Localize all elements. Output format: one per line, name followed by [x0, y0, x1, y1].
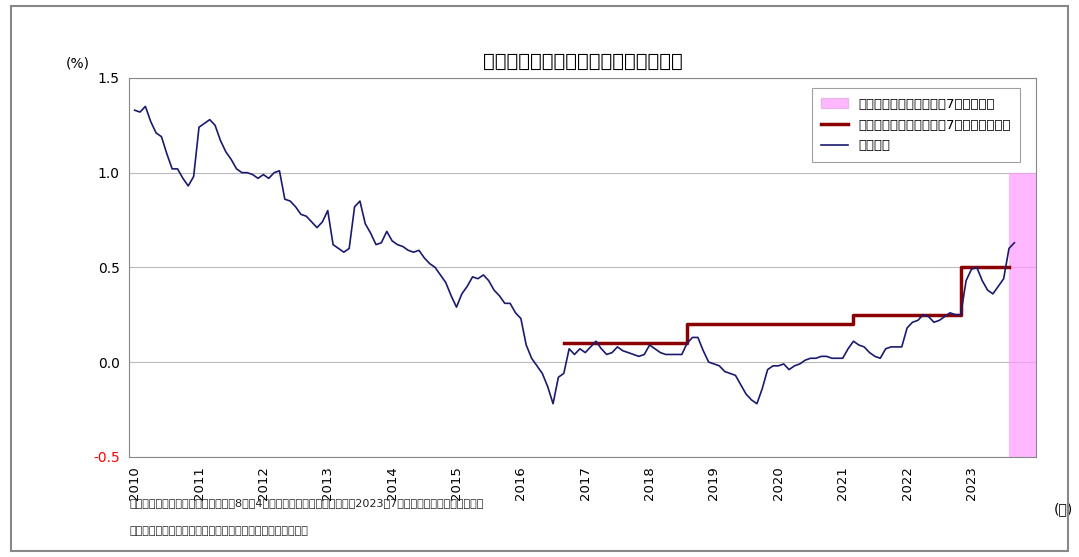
Text: (年): (年) [1054, 502, 1074, 516]
Text: （資料）日本証券業協会、日銀よりニッセイ基礎研究所作成: （資料）日本証券業協会、日銀よりニッセイ基礎研究所作成 [129, 526, 309, 536]
Text: (%): (%) [66, 56, 90, 70]
Title: 長期金利の動きと日銀の変動許容上限: 長期金利の動きと日銀の変動許容上限 [482, 52, 683, 71]
Text: （注）長期金利は月次平均値（直近8月は4日まで）、許容上限は月末値（2023年7月会合後は当面不変と仮定）: （注）長期金利は月次平均値（直近8月は4日まで）、許容上限は月末値（2023年7… [129, 499, 483, 509]
Legend: 日銀長期金利許容上限（7月会合後）, 日銀長期金利許容上限（7月会合前まで）, 長期金利: 日銀長期金利許容上限（7月会合後）, 日銀長期金利許容上限（7月会合前まで）, … [812, 89, 1020, 162]
